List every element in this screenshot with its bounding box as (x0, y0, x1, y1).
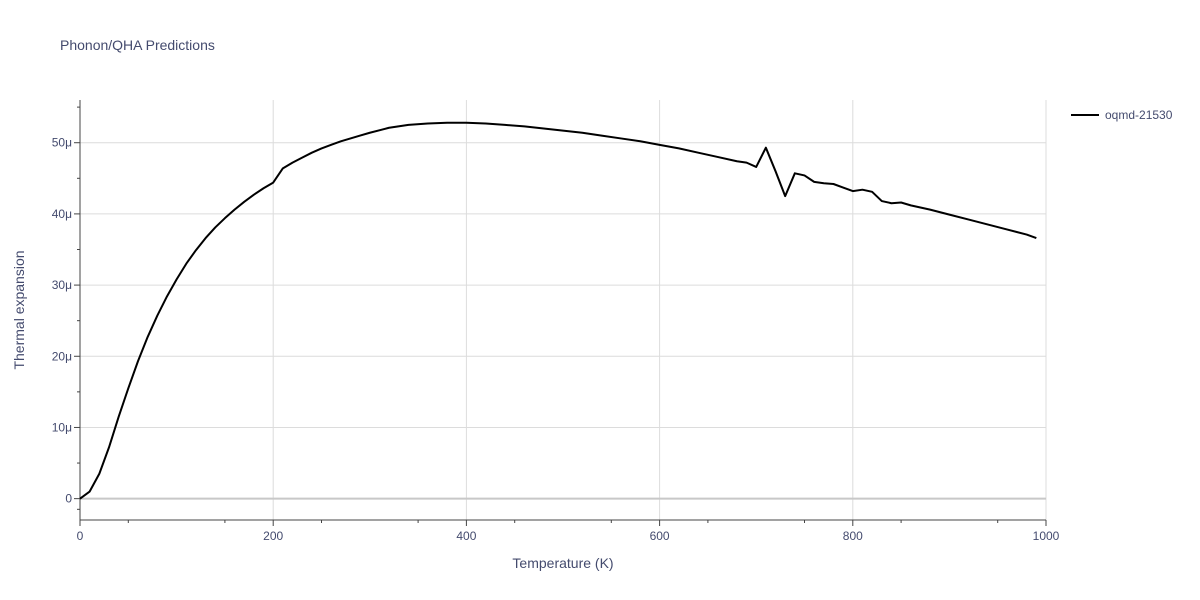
x-tick-label: 200 (263, 529, 283, 543)
series-line-oqmd-21530[interactable] (79, 121, 1037, 500)
y-tick-label: 50μ (52, 136, 72, 150)
x-axis-title: Temperature (K) (512, 555, 613, 571)
y-tick-label: 20μ (52, 349, 72, 363)
x-tick-label: 0 (77, 529, 84, 543)
x-tick-label: 400 (456, 529, 476, 543)
series-layer (79, 121, 1037, 500)
axis-layer: 0 200 400 600 800 1000 0 10μ 20μ 30μ 40μ 50μ (52, 100, 1060, 543)
chart-title: Phonon/QHA Predictions (60, 37, 215, 53)
grid-layer (80, 100, 1047, 520)
y-tick-label: 40μ (52, 207, 72, 221)
y-tick-label: 30μ (52, 278, 72, 292)
y-tick-label: 0 (65, 492, 72, 506)
x-tick-label: 800 (843, 529, 863, 543)
legend[interactable]: oqmd-21530 (1071, 108, 1173, 122)
y-axis-title: Thermal expansion (11, 250, 27, 369)
y-tick-label: 10μ (52, 420, 72, 434)
legend-label-oqmd-21530: oqmd-21530 (1105, 108, 1173, 122)
x-tick-label: 600 (650, 529, 670, 543)
x-tick-label: 1000 (1033, 529, 1060, 543)
